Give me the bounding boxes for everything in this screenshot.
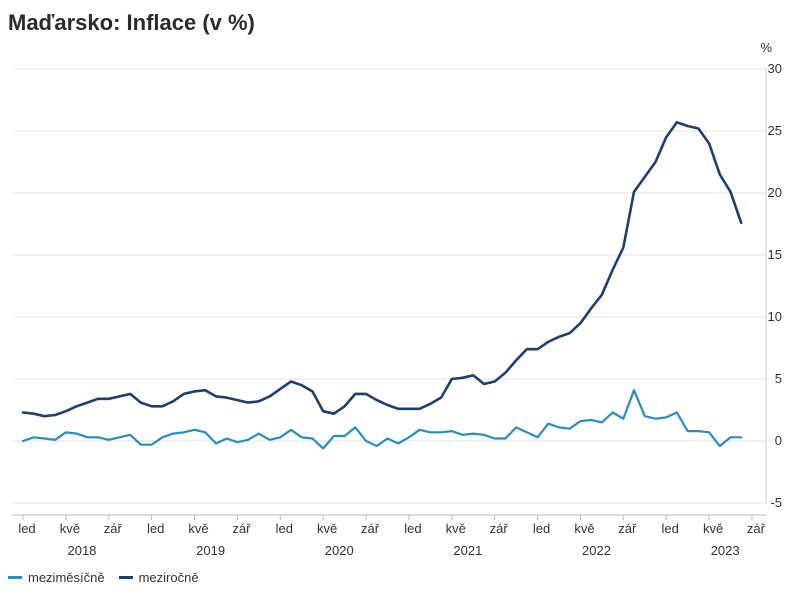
x-tick-label: led — [276, 521, 293, 536]
y-tick-label: 30 — [768, 61, 782, 76]
y-tick-label: 20 — [768, 185, 782, 200]
y-tick-label: 15 — [768, 247, 782, 262]
x-tick-label: zář — [361, 521, 380, 536]
legend-label-yoy: meziročně — [138, 570, 199, 585]
x-tick-label: kvě — [60, 521, 80, 536]
x-year-label: 2022 — [582, 543, 611, 558]
x-tick-label: led — [404, 521, 421, 536]
legend-swatch-mom — [8, 576, 22, 579]
legend-item-mom: meziměsíčně — [8, 570, 105, 585]
y-tick-label: 10 — [768, 309, 782, 324]
x-tick-label: kvě — [574, 521, 594, 536]
y-unit-label: % — [760, 40, 772, 55]
series-lines — [21, 121, 743, 450]
y-tick-label: 25 — [768, 123, 782, 138]
y-tick-label: 5 — [775, 371, 782, 386]
x-tick-label: led — [18, 521, 35, 536]
legend-swatch-yoy — [118, 576, 133, 579]
y-tick-label: -5 — [770, 495, 782, 510]
x-year-label: 2021 — [453, 543, 482, 558]
x-tick-label: zář — [618, 521, 637, 536]
x-tick-label: kvě — [703, 521, 723, 536]
x-year-label: 2020 — [325, 543, 354, 558]
x-tick-label: zář — [232, 521, 251, 536]
x-tick-label: kvě — [317, 521, 337, 536]
series-line-yoy — [21, 121, 743, 418]
x-axis: led kvě zář led kvě zář led kvě zář led kvě zář led k… — [12, 514, 766, 558]
legend-item-yoy: meziročně — [118, 570, 199, 585]
legend-label-mom: meziměsíčně — [28, 570, 105, 585]
x-year-label: 2018 — [67, 543, 96, 558]
x-tick-label: zář — [104, 521, 123, 536]
x-tick-label: kvě — [188, 521, 208, 536]
x-year-label: 2019 — [196, 543, 225, 558]
x-tick-label: led — [662, 521, 679, 536]
legend: meziměsíčně meziročně — [8, 570, 199, 585]
series-line-mom — [21, 389, 743, 450]
x-tick-label: kvě — [446, 521, 466, 536]
x-year-label: 2023 — [711, 543, 740, 558]
chart-title: Maďarsko: Inflace (v %) — [8, 10, 255, 35]
x-tick-label: led — [533, 521, 550, 536]
y-tick-label: 0 — [775, 433, 782, 448]
x-tick-label: led — [147, 521, 164, 536]
gridlines — [12, 68, 766, 504]
x-tick-label: zář — [747, 521, 766, 536]
y-axis: -5 0 5 10 15 20 25 30% — [760, 40, 782, 510]
x-tick-label: zář — [490, 521, 509, 536]
